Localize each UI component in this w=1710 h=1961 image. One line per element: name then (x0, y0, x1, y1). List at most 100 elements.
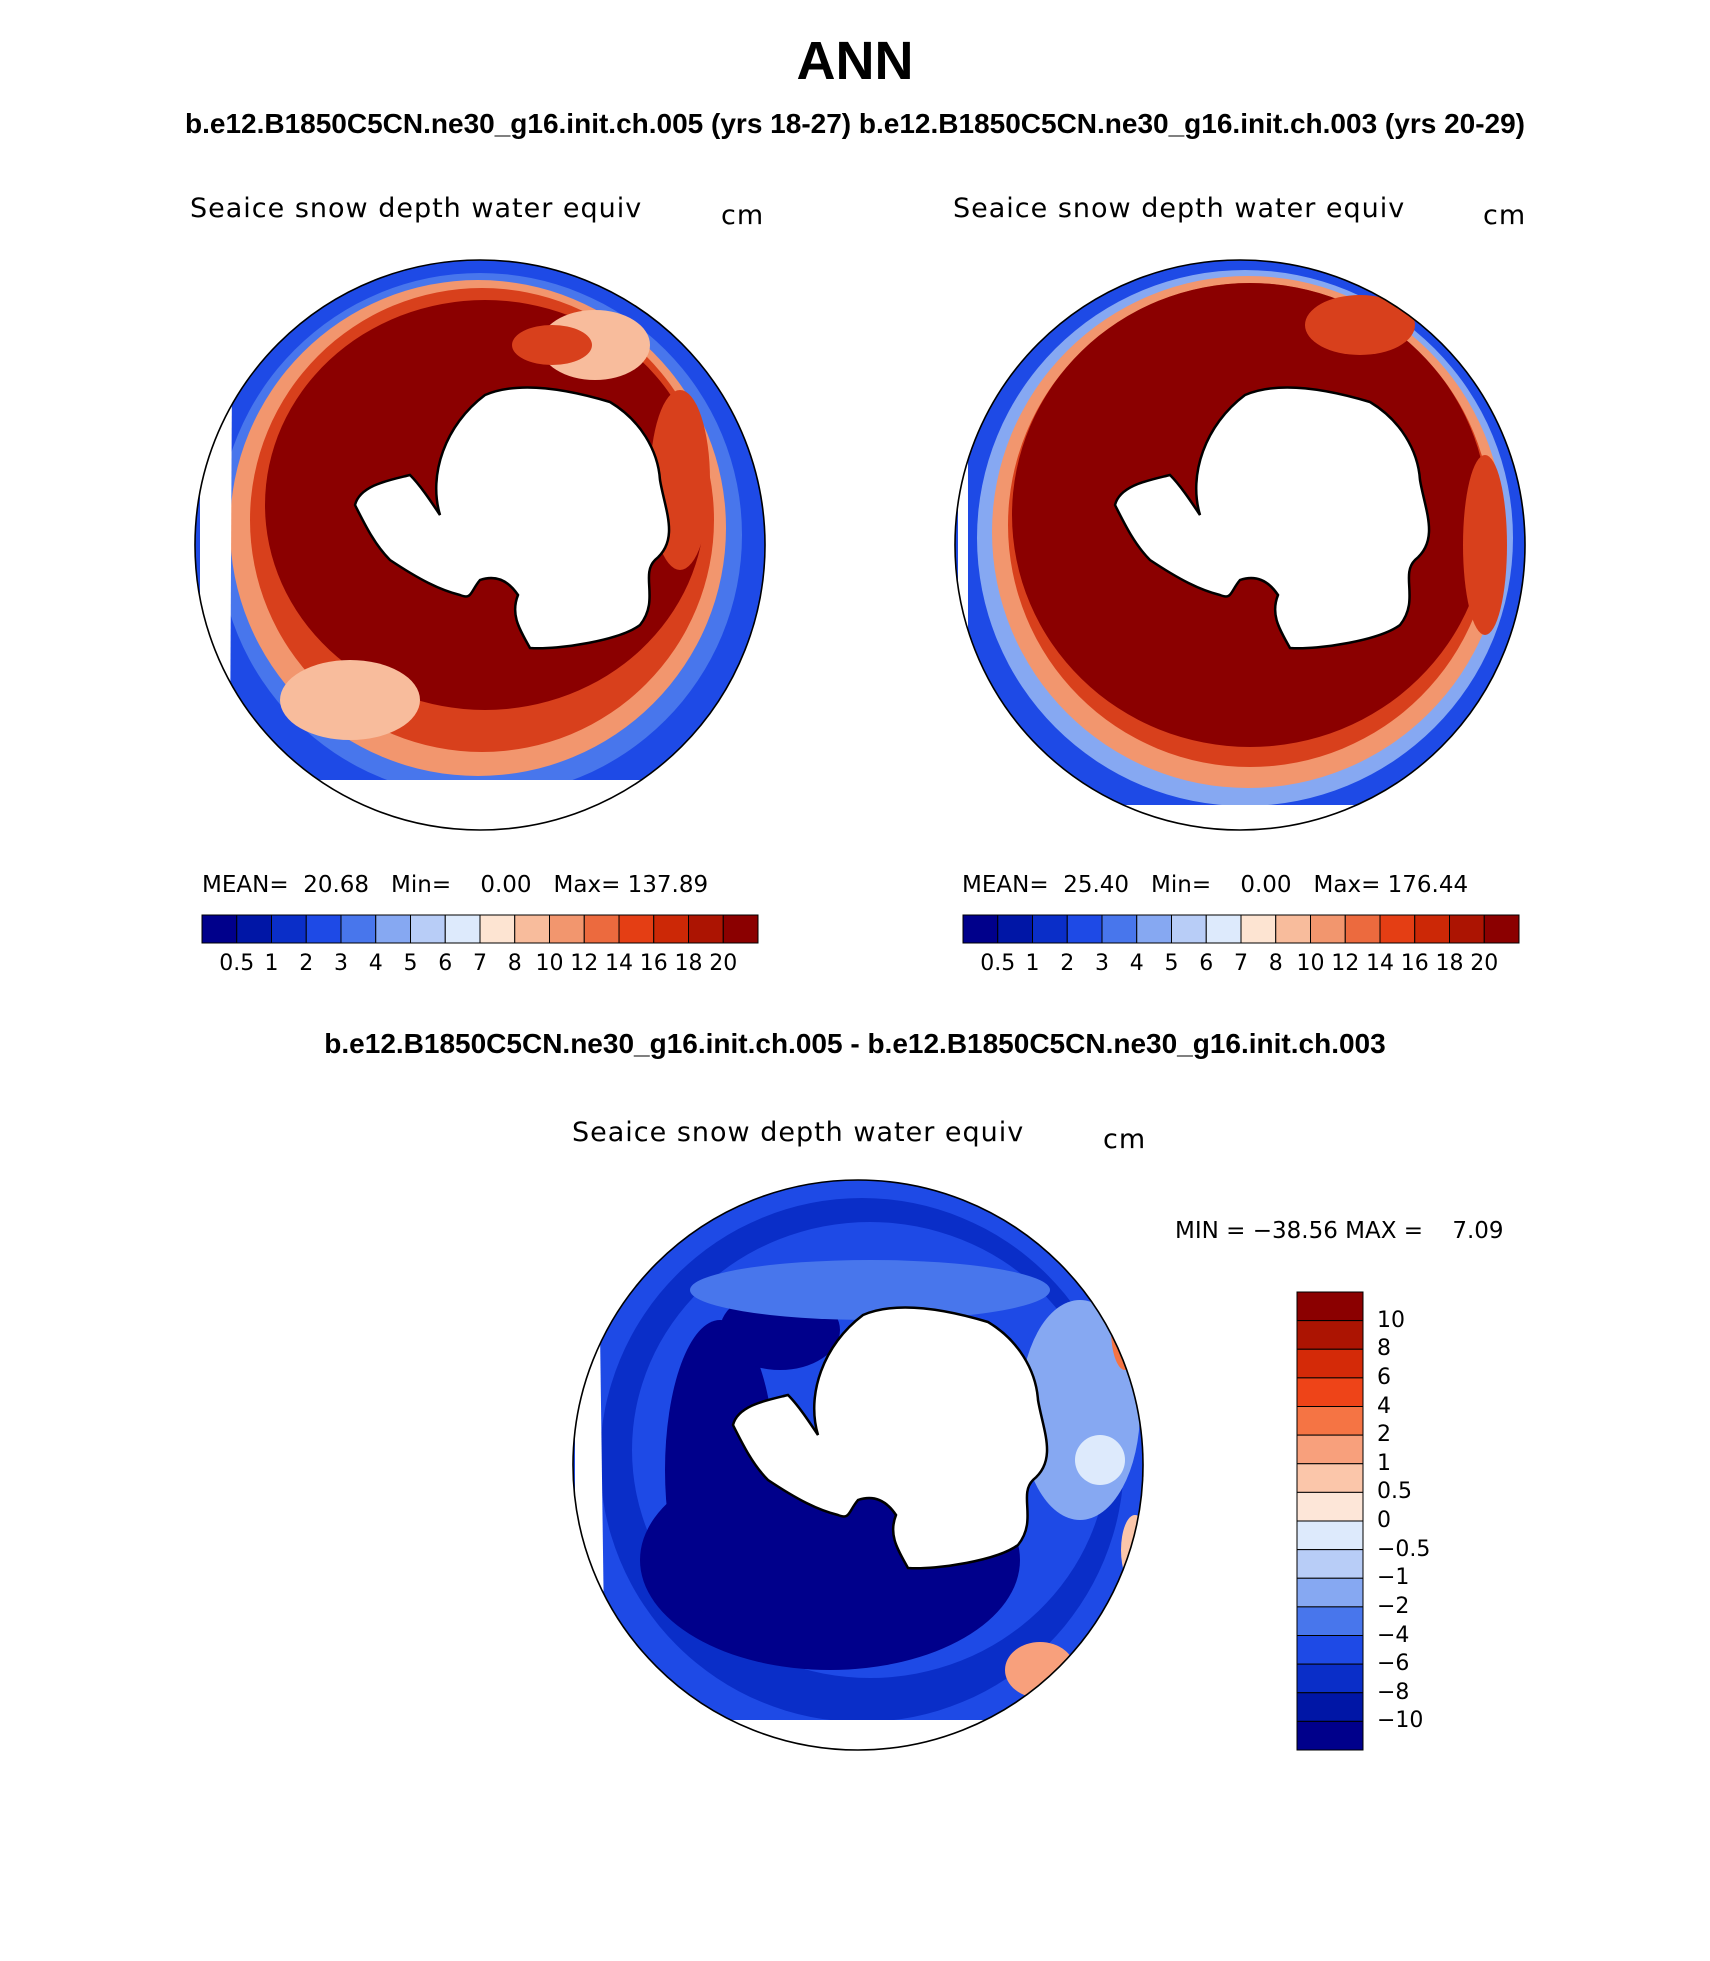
panel2-colorbar-box (1101, 914, 1138, 944)
panel1-colorbar-tick-label: 10 (535, 951, 564, 976)
panel2-colorbar-box (1032, 914, 1068, 944)
panel1-colorbar (201, 914, 759, 944)
panel2-mean-value: 25.40 (1063, 872, 1130, 898)
panel2-colorbar-box (1066, 914, 1103, 944)
diff-colorbar-tick-label: 0 (1377, 1508, 1391, 1533)
panel2-stats: MEAN= 25.40 Min= 0.00 Max= 176.44 (962, 872, 1468, 898)
panel1-mean-label: MEAN= (202, 872, 289, 898)
diff-colorbar-box (1296, 1520, 1364, 1551)
diff-colorbar-tick-label: 6 (1377, 1364, 1391, 1390)
panel1-colorbar-box (722, 914, 759, 944)
panel2-colorbar-tick-label: 2 (1060, 951, 1075, 976)
panel1-colorbar-tick-label: 14 (605, 951, 633, 976)
panel1-colorbar-box (618, 914, 655, 944)
diff-colorbar-box (1296, 1491, 1364, 1522)
panel1-mean-value: 20.68 (303, 872, 370, 898)
diff-colorbar-box (1296, 1720, 1364, 1751)
diff-colorbar-tick-label: 8 (1377, 1336, 1391, 1362)
diff-colorbar-box (1296, 1463, 1364, 1493)
diff-map (573, 1180, 1143, 1750)
diff-colorbar-tick-label: −4 (1377, 1622, 1410, 1648)
panel2-colorbar-tick-label: 1 (1025, 951, 1040, 976)
panel2-variable-label: Seaice snow depth water equiv (953, 193, 1406, 224)
panel2-colorbar-tick-label: 16 (1400, 951, 1429, 976)
diff-colorbar-tick-label: 2 (1377, 1422, 1391, 1448)
panel2-colorbar-tick-label: 14 (1366, 951, 1394, 976)
diff-colorbar (1296, 1291, 1364, 1751)
panel1-colorbar-box (583, 914, 620, 944)
panel1-stats: MEAN= 20.68 Min= 0.00 Max= 137.89 (202, 872, 708, 898)
diff-colorbar-tick-label: −1 (1377, 1565, 1410, 1591)
diff-colorbar-tick-label: 10 (1377, 1307, 1405, 1333)
panel2-colorbar-box (1240, 914, 1277, 944)
panel1-min-label: Min= (391, 872, 452, 898)
panel2-colorbar-tick-label: 8 (1268, 951, 1283, 976)
panel1-colorbar-box (236, 914, 272, 944)
panel2-colorbar-tick-label: 10 (1296, 951, 1325, 976)
diff-colorbar-tick-label: −2 (1377, 1593, 1410, 1619)
panel2-colorbar-tick-label: 3 (1095, 951, 1109, 976)
panel2-mean-label: MEAN= (962, 872, 1049, 898)
panel1-colorbar-tick-label: 4 (368, 951, 383, 976)
diff-colorbar-box (1296, 1606, 1364, 1636)
panel1-colorbar-box (340, 914, 377, 944)
panel1-colorbar-tick-label: 1 (264, 951, 279, 976)
panel1-map (195, 260, 765, 830)
panel2-colorbar-tick-label: 7 (1234, 951, 1248, 976)
panel2-colorbar-tick-label: 18 (1435, 951, 1464, 976)
panel2-colorbar-box (1310, 914, 1346, 944)
panel2-max-value: 176.44 (1387, 872, 1469, 898)
panel2-colorbar-box (1414, 914, 1450, 944)
panel1-colorbar-box (688, 914, 724, 944)
panel1-variable-label: Seaice snow depth water equiv (190, 193, 643, 224)
panel1-colorbar-box (305, 914, 342, 944)
panel2-colorbar-box (1379, 914, 1416, 944)
panel2-colorbar-tick-label: 12 (1331, 951, 1360, 976)
panel1-colorbar-tick-label: 8 (507, 951, 522, 976)
panel2-colorbar-box (1344, 914, 1381, 944)
panel1-colorbar-tick-label: 2 (299, 951, 314, 976)
diff-colorbar-box (1296, 1663, 1364, 1694)
panel1-colorbar-tick-label: 3 (334, 951, 348, 976)
diff-colorbar-box (1296, 1406, 1364, 1436)
panel2-min-value: 0.00 (1240, 872, 1292, 898)
panel1-max-value: 137.89 (627, 872, 709, 898)
panel2-colorbar-box (1449, 914, 1485, 944)
panel2-map (955, 260, 1525, 830)
panel1-colorbar-tick-label: 18 (674, 951, 703, 976)
diff-variable-label: Seaice snow depth water equiv (572, 1117, 1025, 1148)
diff-minmax-text: MIN = −38.56 MAX = 7.09 (1175, 1218, 1504, 1244)
panel1-colorbar-box (444, 914, 481, 944)
diff-units-label: cm (1103, 1124, 1147, 1155)
panel1-min-value: 0.00 (480, 872, 532, 898)
cases-subtitle: b.e12.B1850C5CN.ne30_g16.init.ch.005 (yr… (184, 108, 1526, 139)
panel1-units-label: cm (721, 200, 765, 231)
diff-colorbar-tick-label: −10 (1377, 1708, 1424, 1734)
panel1-colorbar-tick-label: 12 (570, 951, 599, 976)
diff-colorbar-box (1296, 1434, 1364, 1465)
panel1-colorbar-box (653, 914, 689, 944)
panel2-colorbar-box (1483, 914, 1520, 944)
panel1-colorbar-box (410, 914, 446, 944)
panel2-colorbar-box (1205, 914, 1242, 944)
panel2-colorbar-tick-label: 6 (1199, 951, 1214, 976)
panel1-colorbar-box (201, 914, 238, 944)
panel2-colorbar-tick-label: 0.5 (980, 951, 1016, 976)
diff-colorbar-tick-label: 4 (1377, 1393, 1391, 1419)
panel1-colorbar-tick-label: 6 (438, 951, 453, 976)
panel1-colorbar-box (375, 914, 411, 944)
panel1-colorbar-box (514, 914, 550, 944)
diff-colorbar-tick-label: −6 (1377, 1651, 1410, 1677)
panel2-colorbar-box (1275, 914, 1311, 944)
diff-colorbar-box (1296, 1348, 1364, 1379)
panel2-colorbar-box (1171, 914, 1207, 944)
main-title: ANN (796, 31, 914, 91)
panel2-units-label: cm (1483, 200, 1527, 231)
panel1-colorbar-tick-label: 7 (473, 951, 487, 976)
panel1-colorbar-tick-label: 5 (403, 951, 418, 976)
diff-colorbar-box (1296, 1577, 1364, 1608)
diff-colorbar-box (1296, 1635, 1364, 1665)
panel2-colorbar (962, 914, 1520, 944)
panel1-colorbar-box (549, 914, 585, 944)
